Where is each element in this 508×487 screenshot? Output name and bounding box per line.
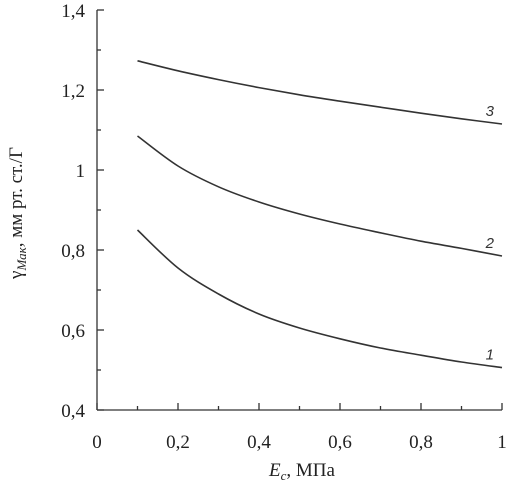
series-line-2 (137, 135, 503, 257)
y-tick-label: 0,4 (61, 401, 85, 422)
x-axis-label-sub: c (281, 468, 287, 483)
x-tick-label: 0,2 (166, 432, 190, 453)
y-tick-label: 1,4 (61, 1, 85, 22)
x-tick-label: 0 (92, 432, 102, 453)
y-tick-label: 0,8 (61, 241, 85, 262)
x-axis-label-main: E (268, 460, 281, 481)
y-tick-label: 1 (76, 161, 86, 182)
x-tick-label: 0,6 (328, 432, 352, 453)
series-group: 1 2 3 (136, 60, 503, 369)
y-axis-label-rest: , мм рт. ст./Г (6, 147, 27, 247)
y-tick-label: 0,6 (61, 321, 85, 342)
axes (96, 10, 502, 411)
y-axis-label-main: γ (6, 271, 27, 280)
y-tick-label: 1,2 (61, 81, 85, 102)
series-label-2: 2 (485, 235, 495, 252)
series-line-1 (136, 229, 503, 369)
x-tick-label: 0,8 (409, 432, 433, 453)
series-label-3: 3 (486, 103, 495, 120)
series-label-1: 1 (486, 347, 494, 364)
x-tick-label: 0,4 (247, 432, 271, 453)
y-axis-label: γМак, мм рт. ст./Г (6, 147, 29, 280)
y-axis-label-sub: Мак (14, 246, 29, 271)
x-tick-label: 1 (497, 432, 507, 453)
series-line-3 (137, 60, 503, 125)
x-axis-label: Ec, МПа (268, 460, 336, 483)
x-axis-label-rest: , МПа (286, 460, 335, 481)
ticks: 0,4 0,6 0,8 1 1,2 1,4 0 0,2 0,4 0,6 0,8 1 (61, 1, 507, 453)
